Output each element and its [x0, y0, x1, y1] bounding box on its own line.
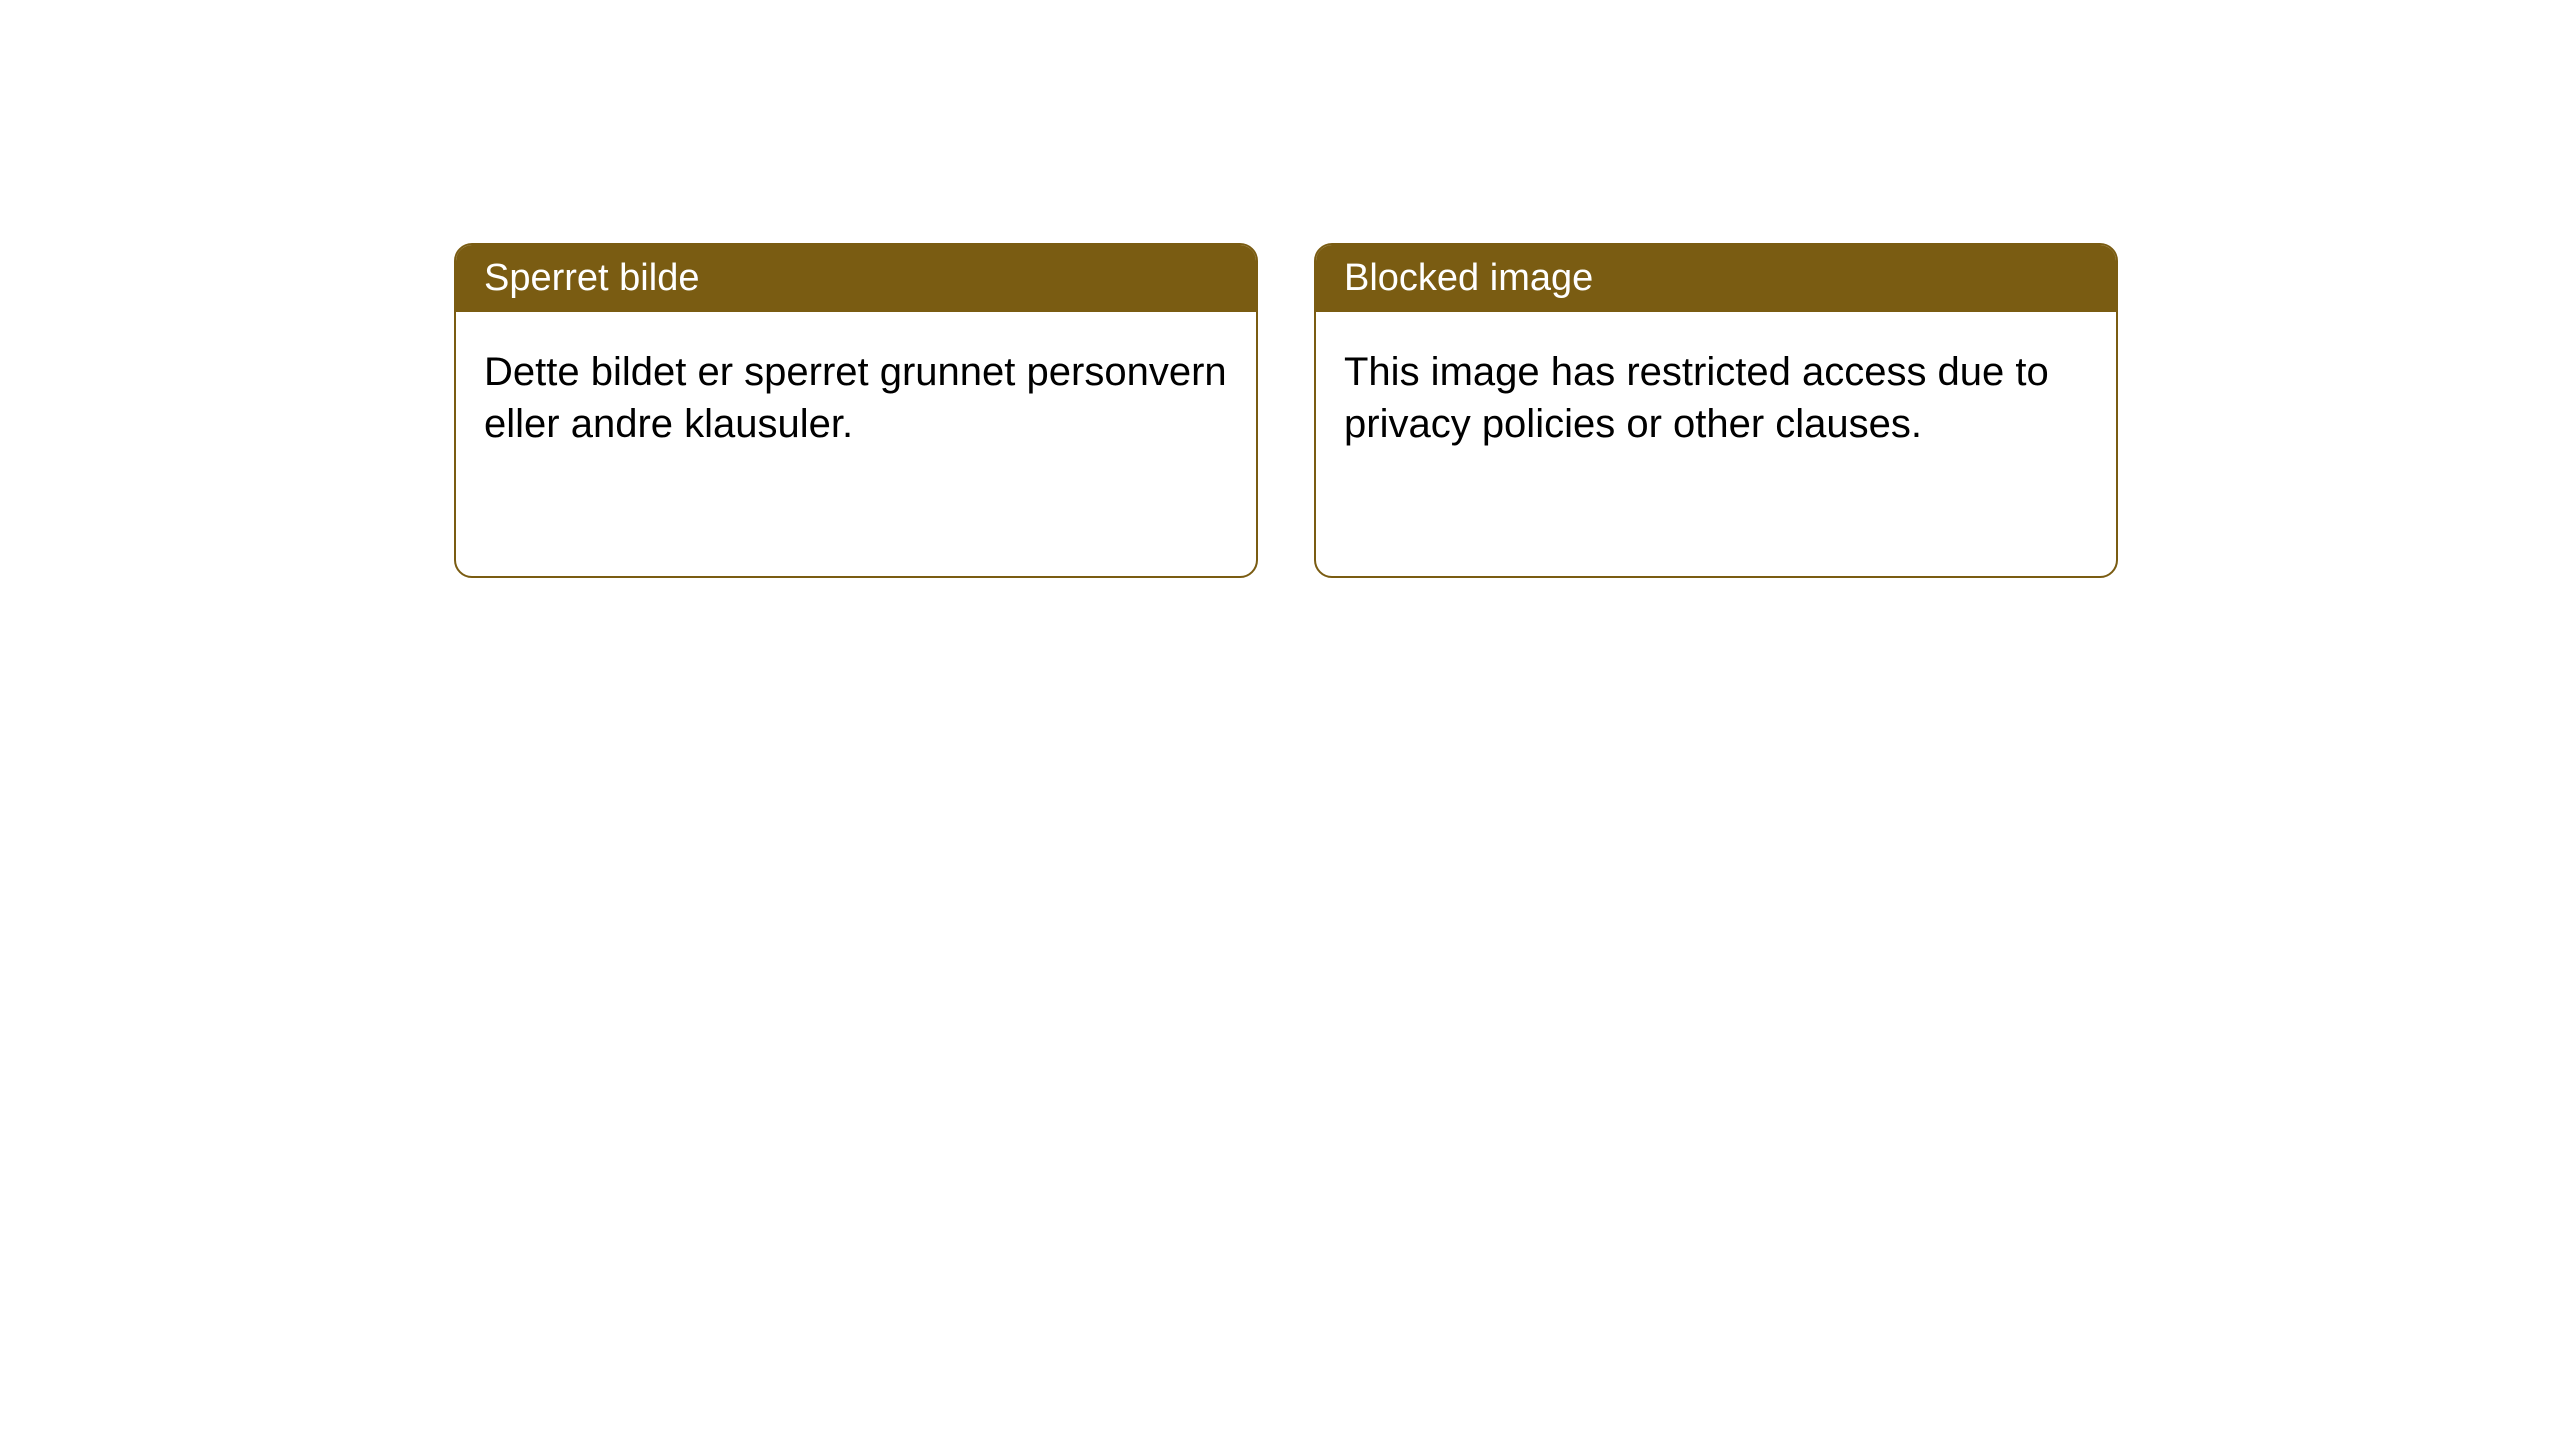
- notice-cards-container: Sperret bilde Dette bildet er sperret gr…: [454, 243, 2118, 578]
- notice-text: This image has restricted access due to …: [1344, 350, 2049, 446]
- notice-header: Blocked image: [1316, 245, 2116, 312]
- notice-card-norwegian: Sperret bilde Dette bildet er sperret gr…: [454, 243, 1258, 578]
- notice-title: Blocked image: [1344, 257, 1593, 299]
- notice-body: Dette bildet er sperret grunnet personve…: [456, 312, 1256, 484]
- notice-header: Sperret bilde: [456, 245, 1256, 312]
- notice-card-english: Blocked image This image has restricted …: [1314, 243, 2118, 578]
- notice-text: Dette bildet er sperret grunnet personve…: [484, 350, 1227, 446]
- notice-title: Sperret bilde: [484, 257, 699, 299]
- notice-body: This image has restricted access due to …: [1316, 312, 2116, 484]
